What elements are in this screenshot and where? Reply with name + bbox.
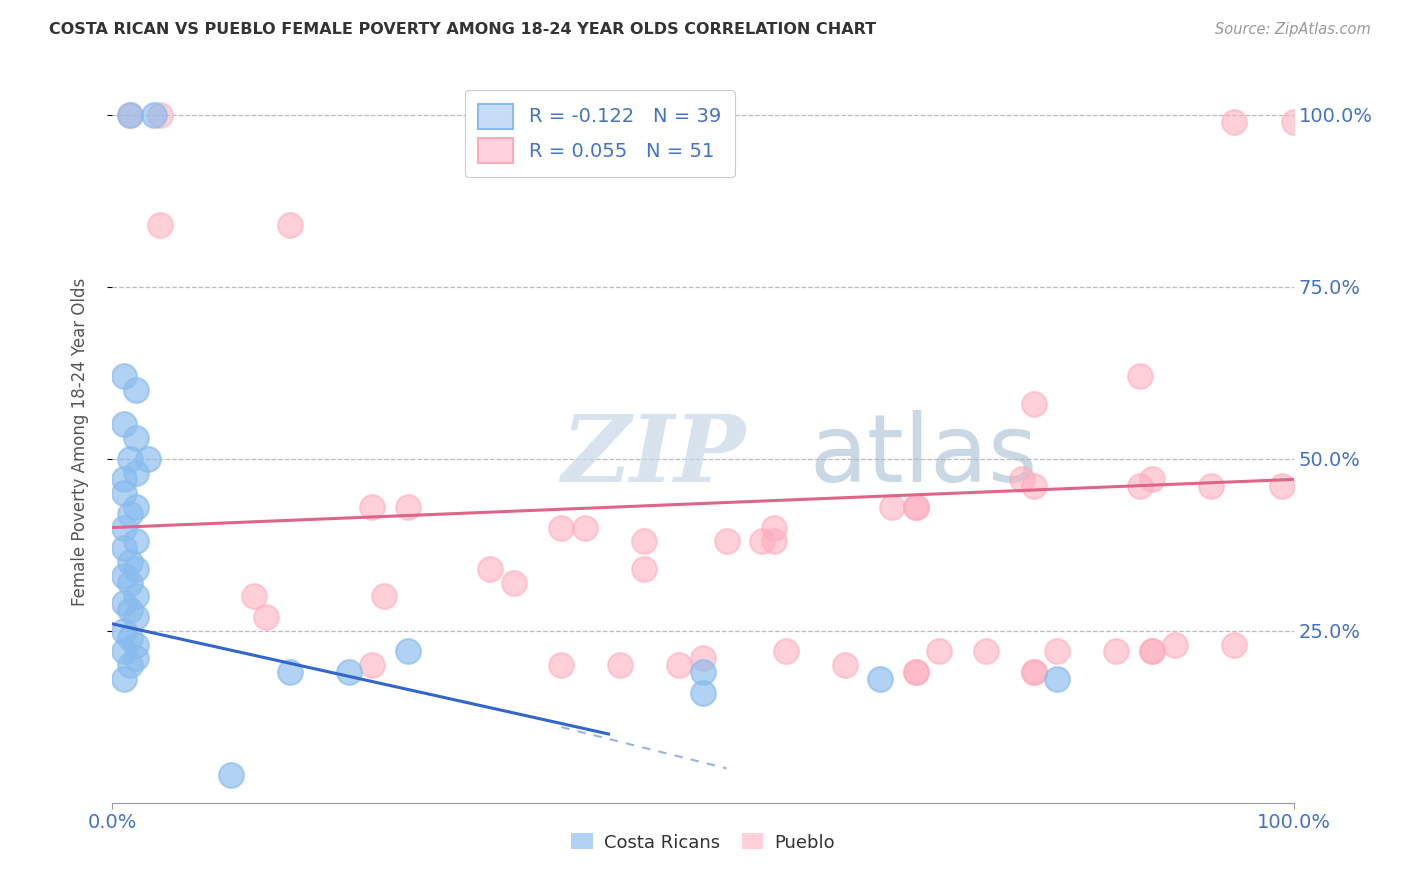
Point: [1022, 479, 1045, 493]
Point: [112, 417, 135, 432]
Point: [1223, 638, 1246, 652]
Point: [120, 603, 142, 617]
Point: [125, 638, 148, 652]
Point: [396, 500, 419, 514]
Point: [869, 672, 891, 686]
Point: [716, 534, 738, 549]
Point: [112, 472, 135, 486]
Point: [112, 568, 135, 582]
Point: [142, 108, 165, 122]
Point: [1140, 644, 1163, 658]
Y-axis label: Female Poverty Among 18-24 Year Olds: Female Poverty Among 18-24 Year Olds: [70, 277, 89, 606]
Point: [149, 108, 172, 122]
Point: [751, 534, 773, 549]
Point: [396, 644, 419, 658]
Point: [1282, 114, 1305, 128]
Point: [692, 651, 714, 665]
Point: [112, 672, 135, 686]
Point: [112, 596, 135, 610]
Point: [120, 108, 142, 122]
Point: [1022, 665, 1045, 679]
Point: [1046, 644, 1069, 658]
Point: [633, 534, 655, 549]
Point: [762, 520, 785, 534]
Point: [550, 658, 572, 673]
Point: [361, 658, 384, 673]
Point: [125, 610, 148, 624]
Point: [1223, 114, 1246, 128]
Point: [976, 644, 998, 658]
Point: [120, 555, 142, 569]
Point: [1271, 479, 1294, 493]
Point: [1129, 479, 1152, 493]
Point: [904, 665, 927, 679]
Point: [904, 665, 927, 679]
Point: [1129, 369, 1152, 384]
Point: [149, 218, 172, 232]
Point: [112, 624, 135, 638]
Text: atlas: atlas: [810, 410, 1038, 502]
Point: [125, 500, 148, 514]
Point: [125, 534, 148, 549]
Point: [880, 500, 903, 514]
Text: ZIP: ZIP: [561, 411, 745, 501]
Point: [479, 562, 502, 576]
Point: [278, 218, 301, 232]
Point: [373, 590, 395, 604]
Point: [125, 466, 148, 480]
Point: [668, 658, 690, 673]
Point: [337, 665, 360, 679]
Point: [120, 658, 142, 673]
Point: [1140, 472, 1163, 486]
Point: [136, 451, 159, 466]
Legend: Costa Ricans, Pueblo: Costa Ricans, Pueblo: [564, 826, 842, 859]
Point: [609, 658, 631, 673]
Point: [219, 768, 242, 782]
Point: [120, 108, 142, 122]
Point: [112, 644, 135, 658]
Point: [1105, 644, 1128, 658]
Point: [550, 520, 572, 534]
Point: [125, 431, 148, 445]
Point: [762, 534, 785, 549]
Point: [904, 500, 927, 514]
Point: [1140, 644, 1163, 658]
Point: [904, 500, 927, 514]
Point: [112, 486, 135, 500]
Point: [125, 651, 148, 665]
Point: [120, 575, 142, 590]
Point: [1164, 638, 1187, 652]
Point: [574, 520, 596, 534]
Point: [834, 658, 856, 673]
Point: [1011, 472, 1033, 486]
Point: [243, 590, 266, 604]
Point: [112, 520, 135, 534]
Text: COSTA RICAN VS PUEBLO FEMALE POVERTY AMONG 18-24 YEAR OLDS CORRELATION CHART: COSTA RICAN VS PUEBLO FEMALE POVERTY AMO…: [49, 22, 876, 37]
Point: [361, 500, 384, 514]
Point: [1199, 479, 1222, 493]
Point: [692, 686, 714, 700]
Point: [278, 665, 301, 679]
Point: [1022, 665, 1045, 679]
Point: [112, 541, 135, 556]
Point: [120, 631, 142, 645]
Point: [125, 590, 148, 604]
Point: [692, 665, 714, 679]
Point: [503, 575, 526, 590]
Point: [775, 644, 797, 658]
Point: [1022, 397, 1045, 411]
Point: [1046, 672, 1069, 686]
Point: [112, 369, 135, 384]
Text: Source: ZipAtlas.com: Source: ZipAtlas.com: [1215, 22, 1371, 37]
Point: [125, 383, 148, 397]
Point: [120, 507, 142, 521]
Point: [633, 562, 655, 576]
Point: [254, 610, 277, 624]
Point: [928, 644, 950, 658]
Point: [120, 451, 142, 466]
Point: [125, 562, 148, 576]
